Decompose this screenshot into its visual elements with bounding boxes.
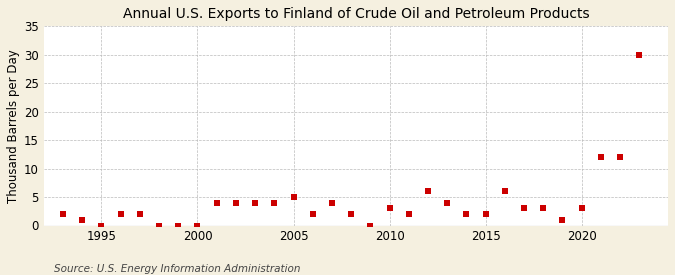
Text: Source: U.S. Energy Information Administration: Source: U.S. Energy Information Administ…: [54, 264, 300, 274]
Point: [77, 218, 88, 222]
Point: [96, 223, 107, 228]
Point: [211, 200, 222, 205]
Point: [327, 200, 338, 205]
Point: [346, 212, 356, 216]
Point: [538, 206, 549, 211]
Point: [365, 223, 376, 228]
Point: [288, 195, 299, 199]
Point: [250, 200, 261, 205]
Y-axis label: Thousand Barrels per Day: Thousand Barrels per Day: [7, 49, 20, 203]
Point: [115, 212, 126, 216]
Point: [576, 206, 587, 211]
Title: Annual U.S. Exports to Finland of Crude Oil and Petroleum Products: Annual U.S. Exports to Finland of Crude …: [123, 7, 589, 21]
Point: [269, 200, 279, 205]
Point: [134, 212, 145, 216]
Point: [384, 206, 395, 211]
Point: [173, 223, 184, 228]
Point: [154, 223, 165, 228]
Point: [615, 155, 626, 160]
Point: [307, 212, 318, 216]
Point: [518, 206, 529, 211]
Point: [192, 223, 203, 228]
Point: [441, 200, 452, 205]
Point: [230, 200, 241, 205]
Point: [480, 212, 491, 216]
Point: [500, 189, 510, 194]
Point: [461, 212, 472, 216]
Point: [595, 155, 606, 160]
Point: [423, 189, 433, 194]
Point: [557, 218, 568, 222]
Point: [404, 212, 414, 216]
Point: [634, 53, 645, 57]
Point: [57, 212, 68, 216]
